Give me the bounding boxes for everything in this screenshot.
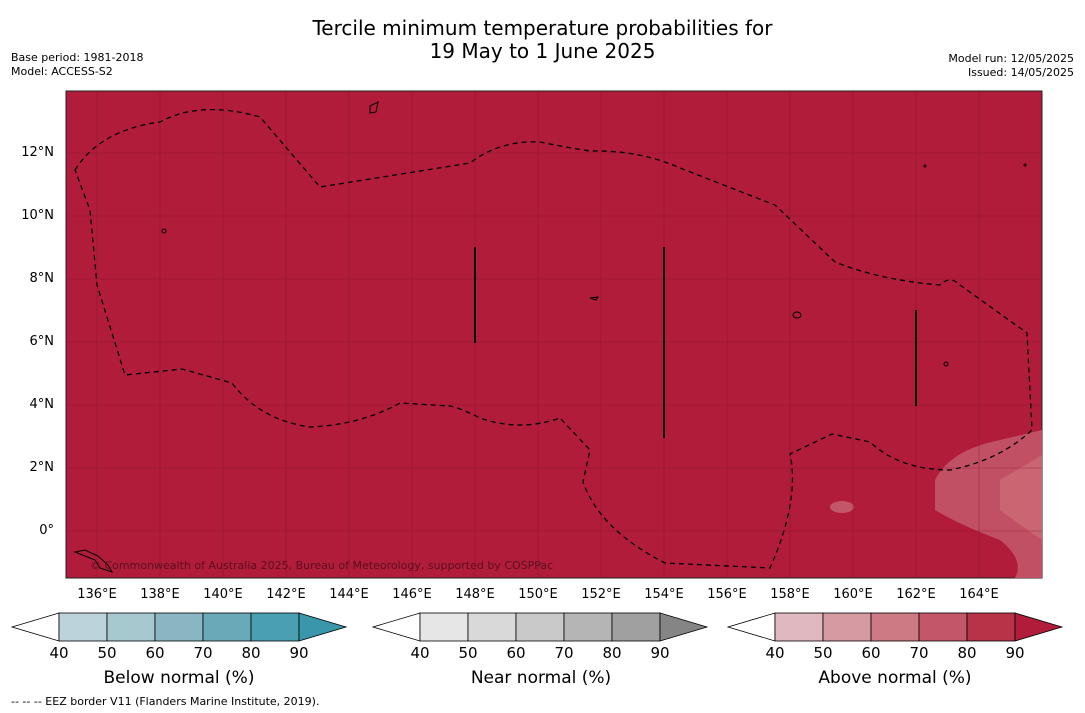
base-period: Base period: 1981-2018 bbox=[11, 51, 144, 64]
cbar1-label: Below normal (%) bbox=[103, 668, 255, 688]
cbar1-tick-40: 40 bbox=[49, 644, 69, 662]
lat-label-12n: 12°N bbox=[21, 145, 54, 160]
probability-spot bbox=[830, 501, 854, 513]
lon-label-164e: 164°E bbox=[959, 587, 999, 602]
cbar1-tick-90: 90 bbox=[289, 644, 309, 662]
map-area bbox=[65, 90, 1043, 579]
cbar2-tick-40: 40 bbox=[410, 644, 430, 662]
lon-label-154e: 154°E bbox=[644, 587, 684, 602]
cbar1-tick-60: 60 bbox=[145, 644, 165, 662]
lon-label-144e: 144°E bbox=[329, 587, 369, 602]
issued-date: Issued: 14/05/2025 bbox=[967, 66, 1074, 79]
cbar3-tick-70: 70 bbox=[909, 644, 929, 662]
cbar3-label: Above normal (%) bbox=[818, 668, 972, 688]
colorbar-below-normal bbox=[10, 612, 348, 642]
cbar2-label: Near normal (%) bbox=[470, 668, 612, 688]
solid-line-features bbox=[474, 247, 917, 438]
lat-label-4n: 4°N bbox=[29, 397, 55, 412]
lat-label-0: 0° bbox=[39, 523, 54, 538]
colorbar-near-normal bbox=[371, 612, 709, 642]
cbar2-tick-80: 80 bbox=[602, 644, 622, 662]
lon-label-158e: 158°E bbox=[770, 587, 810, 602]
cbar2-tick-60: 60 bbox=[506, 644, 526, 662]
lat-label-10n: 10°N bbox=[21, 208, 54, 223]
cbar2-tick-90: 90 bbox=[650, 644, 670, 662]
cbar3-tick-80: 80 bbox=[957, 644, 977, 662]
map-title-line1: Tercile minimum temperature probabilitie… bbox=[312, 16, 773, 40]
lon-label-146e: 146°E bbox=[392, 587, 432, 602]
lon-label-138e: 138°E bbox=[140, 587, 180, 602]
probability-patch bbox=[935, 430, 1042, 578]
cbar2-tick-50: 50 bbox=[458, 644, 478, 662]
islands bbox=[73, 101, 1027, 573]
cbar1-tick-50: 50 bbox=[97, 644, 117, 662]
lat-label-6n: 6°N bbox=[29, 334, 55, 349]
cbar2-tick-70: 70 bbox=[554, 644, 574, 662]
cbar3-tick-50: 50 bbox=[813, 644, 833, 662]
lat-label-8n: 8°N bbox=[29, 271, 55, 286]
lon-label-142e: 142°E bbox=[266, 587, 306, 602]
cbar3-tick-90: 90 bbox=[1005, 644, 1025, 662]
colorbar-above-normal bbox=[726, 612, 1064, 642]
cbar1-tick-70: 70 bbox=[193, 644, 213, 662]
model-name: Model: ACCESS-S2 bbox=[11, 65, 113, 78]
lat-label-2n: 2°N bbox=[29, 460, 55, 475]
map-title-line2: 19 May to 1 June 2025 bbox=[429, 39, 656, 63]
lon-label-162e: 162°E bbox=[896, 587, 936, 602]
lon-label-150e: 150°E bbox=[518, 587, 558, 602]
lon-label-148e: 148°E bbox=[455, 587, 495, 602]
cbar1-tick-80: 80 bbox=[241, 644, 261, 662]
model-run: Model run: 12/05/2025 bbox=[948, 52, 1074, 65]
cbar3-tick-40: 40 bbox=[765, 644, 785, 662]
cbar3-tick-60: 60 bbox=[861, 644, 881, 662]
lon-label-136e: 136°E bbox=[77, 587, 117, 602]
lon-label-160e: 160°E bbox=[833, 587, 873, 602]
copyright-notice: © Commonwealth of Australia 2025, Bureau… bbox=[90, 559, 554, 572]
eez-footnote: -- -- -- EEZ border V11 (Flanders Marine… bbox=[11, 695, 320, 708]
lon-label-156e: 156°E bbox=[707, 587, 747, 602]
lon-label-140e: 140°E bbox=[203, 587, 243, 602]
probability-patch-inner bbox=[1000, 455, 1042, 540]
lon-label-152e: 152°E bbox=[581, 587, 621, 602]
